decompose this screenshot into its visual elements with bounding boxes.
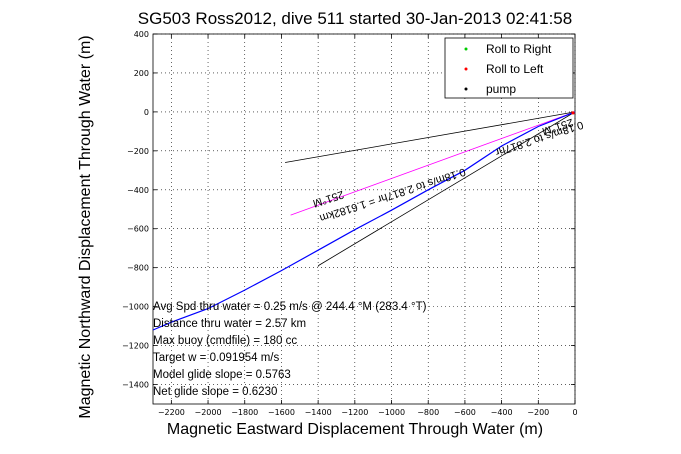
y-tick-label: −200 — [127, 147, 149, 156]
x-tick-label: −1400 — [305, 408, 332, 417]
y-tick-label: −400 — [127, 186, 149, 195]
x-tick-label: −1200 — [341, 408, 368, 417]
annotation-line: Target w = 0.091954 m/s — [153, 352, 280, 364]
y-tick-label: −1200 — [122, 342, 149, 351]
plot-frame — [152, 33, 576, 405]
chart-title: SG503 Ross2012, dive 511 started 30-Jan-… — [138, 9, 572, 28]
y-tick-label: −1400 — [122, 381, 149, 390]
legend-marker — [464, 87, 468, 91]
x-axis-label: Magnetic Eastward Displacement Through W… — [167, 421, 543, 438]
legend-label: Roll to Right — [486, 42, 552, 56]
track-label: 0.18m/s to 2.817hr — [493, 118, 584, 158]
legend-label: pump — [486, 82, 516, 96]
y-tick-label: −800 — [127, 264, 149, 273]
annotation-line: Distance thru water = 2.57 km — [153, 318, 306, 330]
heading-line — [290, 111, 576, 216]
annotation-line: Avg Spd thru water = 0.25 m/s @ 244.4 °M… — [153, 301, 427, 313]
y-tick-label: −1000 — [122, 303, 149, 312]
x-tick-label: −1600 — [268, 408, 295, 417]
x-tick-label: −800 — [417, 408, 439, 417]
annotation-line: Max buoy (cmdfile) = 180 cc — [153, 335, 297, 347]
legend-marker — [464, 47, 468, 51]
x-tick-label: −2200 — [158, 408, 185, 417]
y-tick-label: 0 — [144, 108, 149, 117]
x-tick-label: −2000 — [195, 408, 222, 417]
grid — [153, 33, 576, 404]
x-tick-label: −200 — [527, 408, 549, 417]
bound-line-upper — [285, 111, 576, 163]
annotation-block: Avg Spd thru water = 0.25 m/s @ 244.4 °M… — [153, 301, 427, 398]
x-tick-label: −600 — [454, 408, 476, 417]
y-tick-label: 400 — [134, 30, 149, 39]
x-tick-label: 0 — [572, 408, 577, 417]
x-tick-label: −1800 — [231, 408, 258, 417]
y-tick-label: −600 — [127, 225, 149, 234]
y-axis-label: Magnetic Northward Displacement Through … — [77, 35, 94, 418]
y-tick-label: 200 — [134, 69, 149, 78]
bound-line-lower — [317, 111, 576, 267]
legend-marker — [464, 67, 468, 71]
legend: Roll to Right Roll to Left pump — [444, 37, 574, 99]
legend-label: Roll to Left — [486, 62, 544, 76]
annotation-line: Model glide slope = 0.5763 — [153, 369, 291, 381]
x-tick-label: −400 — [491, 408, 513, 417]
x-tick-label: −1000 — [378, 408, 405, 417]
annotation-line: Net glide slope = 0.6230 — [153, 386, 277, 398]
series-line — [152, 111, 576, 331]
start-marker — [571, 111, 575, 115]
